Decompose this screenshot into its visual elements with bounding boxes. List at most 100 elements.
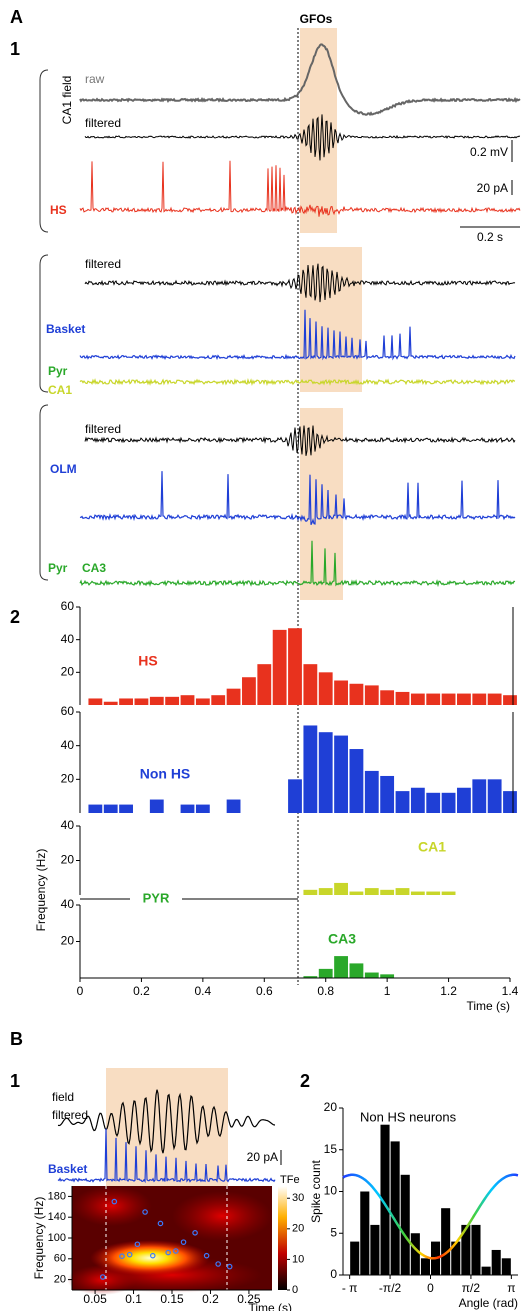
bar [426, 693, 441, 705]
bar [364, 972, 379, 978]
gfo-label: GFOs [300, 12, 333, 26]
bar [487, 779, 502, 813]
bar [195, 698, 210, 705]
bar [288, 628, 302, 705]
scale-label: 20 pA [477, 181, 508, 195]
y-tick-label: 15 [324, 1142, 338, 1156]
spike-point [203, 1252, 210, 1259]
bar [390, 1141, 400, 1275]
bar [334, 735, 348, 813]
bar [410, 1233, 420, 1275]
colorbar-tick-label: 0 [292, 1284, 298, 1296]
bar [472, 693, 487, 705]
spike-point [215, 1261, 221, 1267]
bar [360, 1191, 370, 1275]
bar [88, 804, 103, 813]
bar [441, 891, 456, 895]
y-tick-label: 40 [61, 818, 75, 832]
trace-label: CA3 [82, 561, 106, 575]
trace-label: OLM [50, 462, 77, 476]
bar [395, 791, 410, 813]
bar [272, 629, 287, 705]
x-tick-label: 1.4 [502, 984, 519, 998]
spike-point [149, 1252, 156, 1259]
bar [380, 974, 395, 978]
bar [119, 698, 133, 705]
group-label: PYR [143, 890, 170, 905]
trace-label: Pyr [48, 364, 68, 378]
y-tick-label: 60 [54, 1253, 66, 1265]
trace-label: Basket [48, 1162, 87, 1176]
y-tick-label: 20 [61, 772, 75, 786]
trace [79, 160, 521, 217]
colorbar-label: TFe [280, 1174, 300, 1186]
bar [318, 888, 333, 895]
bar [149, 799, 164, 813]
trace [57, 1128, 276, 1184]
spike-point [173, 1248, 179, 1254]
bar [501, 1258, 511, 1275]
y-tick-label: 40 [61, 897, 75, 911]
panel-label: B [10, 1029, 23, 1049]
panel-label: 1 [10, 1071, 20, 1091]
spike-point [134, 1241, 141, 1248]
spike-point [99, 1274, 106, 1280]
scale-label: 0.2 mV [470, 145, 508, 159]
x-tick-label: 0.2 [202, 1292, 219, 1306]
spike-point [142, 1209, 148, 1215]
trace [79, 377, 516, 387]
x-tick-label: 0.05 [83, 1292, 107, 1306]
trace [79, 43, 521, 117]
x-tick-label: 0.8 [317, 984, 334, 998]
bar [318, 672, 333, 705]
bar [165, 696, 180, 705]
bar [195, 804, 210, 813]
bar [350, 1241, 360, 1275]
bar [503, 791, 517, 813]
bar [349, 749, 364, 813]
colorbar-tick-label: 30 [292, 1192, 304, 1204]
heatmap-blob [90, 1240, 210, 1276]
panel-series-label: CA3 [328, 931, 356, 947]
y-tick-label: 60 [61, 704, 75, 718]
chart-title: Non HS neurons [360, 1109, 457, 1124]
bar [457, 693, 471, 705]
gfo-window [300, 247, 362, 392]
trace-label: field [52, 1090, 74, 1104]
bar [303, 725, 318, 813]
heatmap-blob [172, 1191, 272, 1241]
y-axis-label: Frequency (Hz) [32, 1197, 46, 1280]
trace-label: filtered [85, 116, 121, 130]
panel-series-label: Non HS [140, 766, 191, 782]
x-tick-label: 0 [77, 984, 84, 998]
x-tick-label: 0.25 [237, 1292, 261, 1306]
y-tick-label: 10 [324, 1184, 338, 1198]
bar [134, 698, 149, 705]
scale-label: 20 pA [247, 1150, 278, 1164]
x-tick-label: 0.1 [125, 1292, 142, 1306]
bar [318, 732, 333, 813]
heatmap-blob [72, 1186, 152, 1226]
bar [395, 888, 410, 895]
colorbar-tick-label: 10 [292, 1253, 304, 1265]
panel-label: 1 [10, 39, 20, 59]
x-tick-label: 0.4 [195, 984, 212, 998]
y-tick-label: 20 [54, 1274, 66, 1286]
x-tick-label: -π/2 [379, 1281, 402, 1295]
bar [503, 695, 517, 705]
trace-label: filtered [85, 422, 121, 436]
bar [441, 792, 456, 813]
bar [334, 882, 348, 895]
bar [364, 770, 379, 813]
y-tick-label: 20 [324, 1100, 338, 1114]
bar [103, 701, 118, 705]
bar [410, 787, 425, 813]
x-tick-label: 1 [384, 984, 391, 998]
bar [364, 888, 379, 895]
bar [364, 685, 379, 705]
bracket [39, 254, 49, 393]
bar [149, 696, 164, 705]
bar [400, 1174, 410, 1275]
bar [242, 677, 256, 705]
